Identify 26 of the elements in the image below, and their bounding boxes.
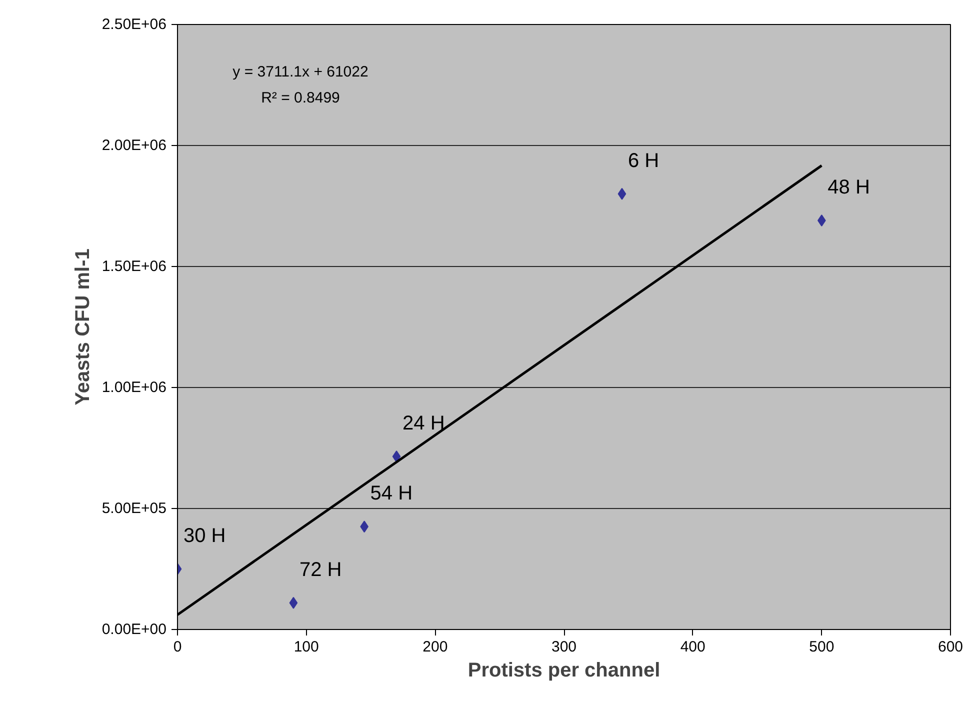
annotation: R² = 0.8499 (261, 90, 340, 106)
point (618, 188, 626, 200)
y-tick-label: 5.00E+05 (102, 500, 167, 517)
annotation: 30 H (184, 525, 226, 547)
y-tick-label: 1.50E+06 (102, 258, 167, 275)
annotation: 6 H (628, 150, 660, 172)
x-tick-label: 600 (938, 638, 964, 656)
x-tick-label: 400 (680, 638, 706, 656)
x-axis-title: Protists per channel (468, 660, 660, 682)
x-tick-label: 0 (173, 638, 182, 656)
y-tick-label: 2.00E+06 (102, 137, 167, 154)
x-tick-label: 500 (809, 638, 834, 656)
point (392, 450, 401, 462)
annotation: y = 3711.1x + 61022 (232, 64, 368, 80)
x-tick-label: 200 (422, 638, 448, 656)
x-tick-label: 100 (294, 638, 319, 656)
y-tick-label: 2.50E+06 (102, 16, 167, 33)
y-tick-label: 0.00E+00 (102, 621, 167, 638)
point (289, 596, 298, 609)
y-axis-title: Yeasts CFU ml-1 (72, 248, 94, 406)
annotation: 48 H (828, 176, 870, 199)
y-tick-label: 1.00E+06 (102, 379, 167, 396)
annotation: 24 H (402, 412, 445, 434)
x-tick-label: 300 (551, 638, 577, 656)
annotation: 72 H (299, 558, 342, 581)
annotation: 54 H (370, 482, 413, 505)
